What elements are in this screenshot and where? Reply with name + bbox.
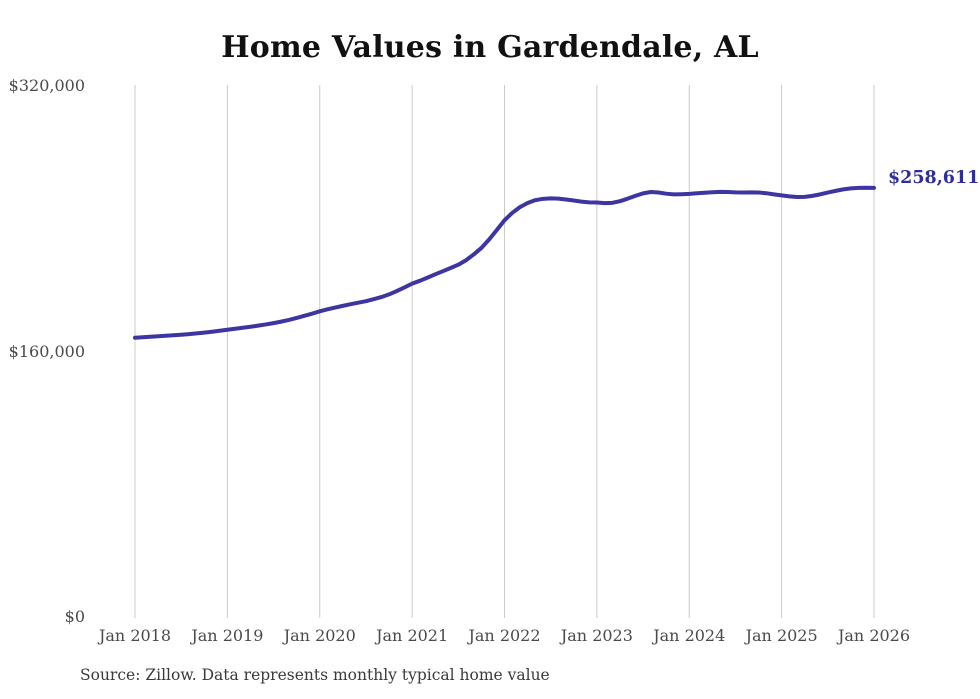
source-note: Source: Zillow. Data represents monthly … [80,666,550,684]
x-tick-label: Jan 2020 [283,626,356,645]
x-tick-label: Jan 2022 [468,626,541,645]
chart-title: Home Values in Gardendale, AL [221,30,759,65]
latest-value-label: $258,611 [888,168,980,188]
x-tick-label: Jan 2026 [837,626,911,645]
y-tick-label: $0 [64,607,85,626]
x-tick-label: Jan 2024 [653,626,726,645]
y-tick-label: $320,000 [8,76,85,95]
y-tick-label: $160,000 [8,341,85,361]
x-tick-label: Jan 2018 [98,626,172,645]
x-tick-label: Jan 2025 [745,626,818,645]
home-value-line [133,185,876,340]
x-tick-label: Jan 2019 [191,626,264,645]
x-tick-label: Jan 2023 [560,626,633,645]
x-tick-label: Jan 2021 [376,626,449,645]
